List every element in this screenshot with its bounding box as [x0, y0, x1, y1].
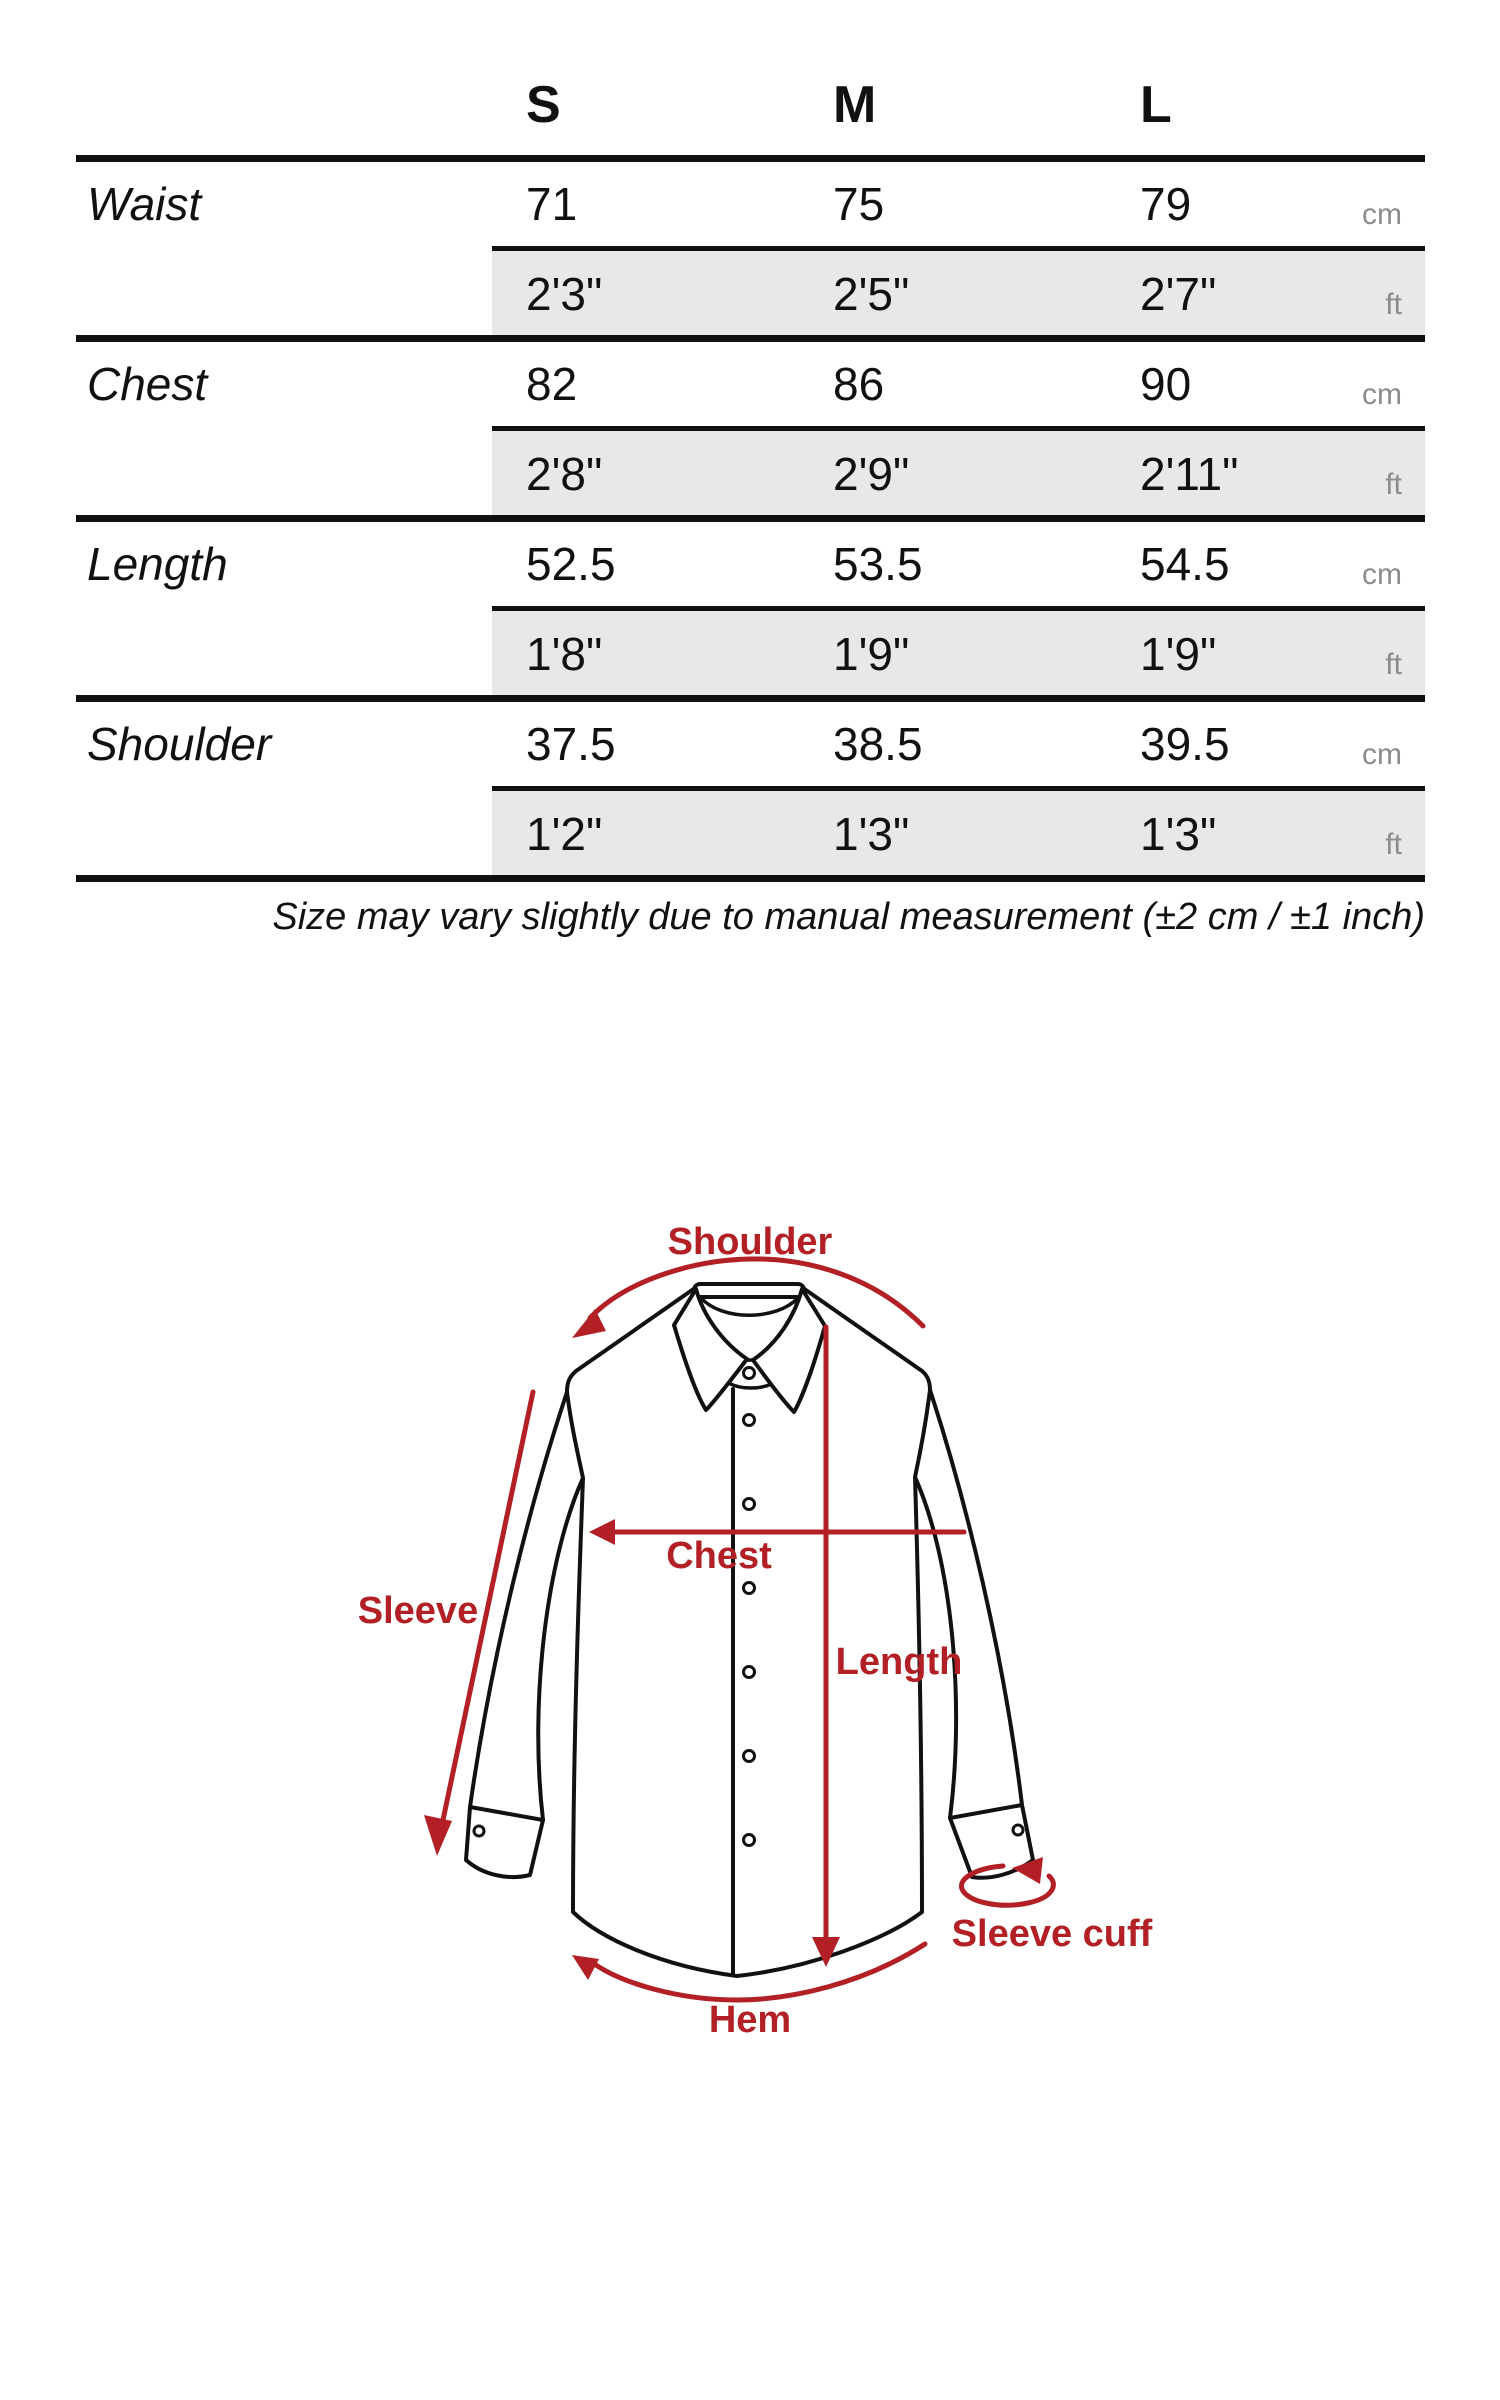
unit-cm: cm [1362, 198, 1402, 231]
label-length: Length [836, 1641, 963, 1683]
unit-ft: ft [1385, 467, 1402, 501]
right-cuff-seam [948, 1803, 1024, 1820]
waist-ft-m: 2'5" [833, 267, 910, 320]
shoulder-cm-l: 39.5 [1140, 718, 1230, 770]
length-cm-s: 52.5 [526, 538, 616, 590]
length-ft-s: 1'8" [526, 627, 603, 680]
waist-ft-s: 2'3" [526, 267, 603, 320]
size-header-s: S [526, 76, 562, 134]
sleeve-cuff-arrowhead [1012, 1857, 1043, 1884]
chest-cm-m: 86 [833, 358, 885, 410]
shirt-measurement-diagram: Shoulder Sleeve Chest Length Sleeve cuff… [358, 1221, 1153, 2041]
chest-ft-s: 2'8" [526, 447, 603, 500]
shoulder-arrowhead [572, 1309, 606, 1338]
size-header-row: S M L [76, 76, 1425, 155]
divider [76, 875, 1425, 882]
shirt-outline [464, 1282, 1035, 1978]
divider [76, 695, 1425, 702]
length-arrowhead [812, 1937, 840, 1967]
waist-cm-l: 79 [1140, 178, 1192, 230]
shoulder-ft-s: 1'2" [526, 807, 603, 860]
size-header-l: L [1140, 76, 1173, 134]
shoulder-ft-l: 1'3" [1140, 807, 1217, 860]
cuff-button [1011, 1823, 1025, 1837]
unit-cm: cm [1362, 378, 1402, 411]
collar-band-curve [699, 1296, 800, 1317]
unit-cm: cm [1362, 738, 1402, 771]
shirt-body [565, 1286, 932, 1978]
button [742, 1581, 756, 1595]
label-hem: Hem [709, 1999, 791, 2041]
button-row [472, 1366, 1025, 1847]
shoulder-cm-s: 37.5 [526, 718, 616, 770]
label-shoulder: Shoulder [668, 1221, 833, 1263]
table-row-shoulder-ft: 1'2" 1'3" 1'3" ft [76, 786, 1425, 875]
length-ft-l: 1'9" [1140, 627, 1217, 680]
label-sleeve-cuff: Sleeve cuff [952, 1913, 1153, 1955]
table-row-shoulder-cm: Shoulder 37.5 38.5 39.5 cm [76, 702, 1425, 786]
size-header-m: M [833, 76, 878, 134]
label-sleeve: Sleeve [358, 1590, 478, 1632]
collar-right-lapel [751, 1287, 827, 1414]
cuff-button [472, 1824, 486, 1838]
row-label-length: Length [87, 538, 228, 590]
label-chest: Chest [666, 1535, 772, 1577]
length-cm-l: 54.5 [1140, 538, 1230, 590]
ft-band [492, 786, 1425, 875]
button [742, 1665, 756, 1679]
divider [76, 335, 1425, 342]
button [742, 1366, 756, 1380]
row-label-chest: Chest [87, 358, 208, 410]
row-label-waist: Waist [87, 178, 202, 230]
ft-band [492, 426, 1425, 515]
sleeve-arrow [440, 1389, 536, 1823]
button [742, 1497, 756, 1511]
chest-arrowhead [589, 1519, 615, 1545]
size-table: S M L Waist 71 75 79 cm 2'3" 2'5" 2'7" f… [76, 76, 1425, 882]
button [742, 1749, 756, 1763]
button [742, 1833, 756, 1847]
collar-left-lapel [672, 1287, 749, 1412]
table-row-length-ft: 1'8" 1'9" 1'9" ft [76, 606, 1425, 695]
collar-top-band [692, 1282, 806, 1299]
shoulder-arc-arrow [587, 1256, 926, 1329]
waist-cm-s: 71 [526, 178, 578, 230]
hem-arrowhead [572, 1955, 599, 1980]
chest-ft-l: 2'11" [1140, 447, 1239, 500]
sleeve-arrowhead [424, 1815, 452, 1856]
sleeve-cuff-rotation-arrow [959, 1863, 1056, 1908]
table-row-chest-cm: Chest 82 86 90 cm [76, 342, 1425, 426]
table-row-waist-cm: Waist 71 75 79 cm [76, 162, 1425, 246]
unit-cm: cm [1362, 558, 1402, 591]
left-cuff-seam [468, 1805, 545, 1822]
divider [76, 155, 1425, 162]
divider [76, 515, 1425, 522]
chest-cm-s: 82 [526, 358, 578, 410]
shoulder-cm-m: 38.5 [833, 718, 923, 770]
button [742, 1413, 756, 1427]
table-row-waist-ft: 2'3" 2'5" 2'7" ft [76, 246, 1425, 335]
waist-cm-m: 75 [833, 178, 885, 230]
unit-ft: ft [1385, 827, 1402, 861]
ft-band [492, 246, 1425, 335]
unit-ft: ft [1385, 287, 1402, 321]
waist-ft-l: 2'7" [1140, 267, 1217, 320]
unit-ft: ft [1385, 647, 1402, 681]
hem-arc-arrow [590, 1941, 928, 2003]
table-row-length-cm: Length 52.5 53.5 54.5 cm [76, 522, 1425, 606]
length-cm-m: 53.5 [833, 538, 923, 590]
shoulder-ft-m: 1'3" [833, 807, 910, 860]
measurement-note: Size may vary slightly due to manual mea… [272, 896, 1425, 938]
length-ft-m: 1'9" [833, 627, 910, 680]
row-label-shoulder: Shoulder [87, 718, 272, 770]
chest-ft-m: 2'9" [833, 447, 910, 500]
table-row-chest-ft: 2'8" 2'9" 2'11" ft [76, 426, 1425, 515]
ft-band [492, 606, 1425, 695]
chest-cm-l: 90 [1140, 358, 1192, 410]
